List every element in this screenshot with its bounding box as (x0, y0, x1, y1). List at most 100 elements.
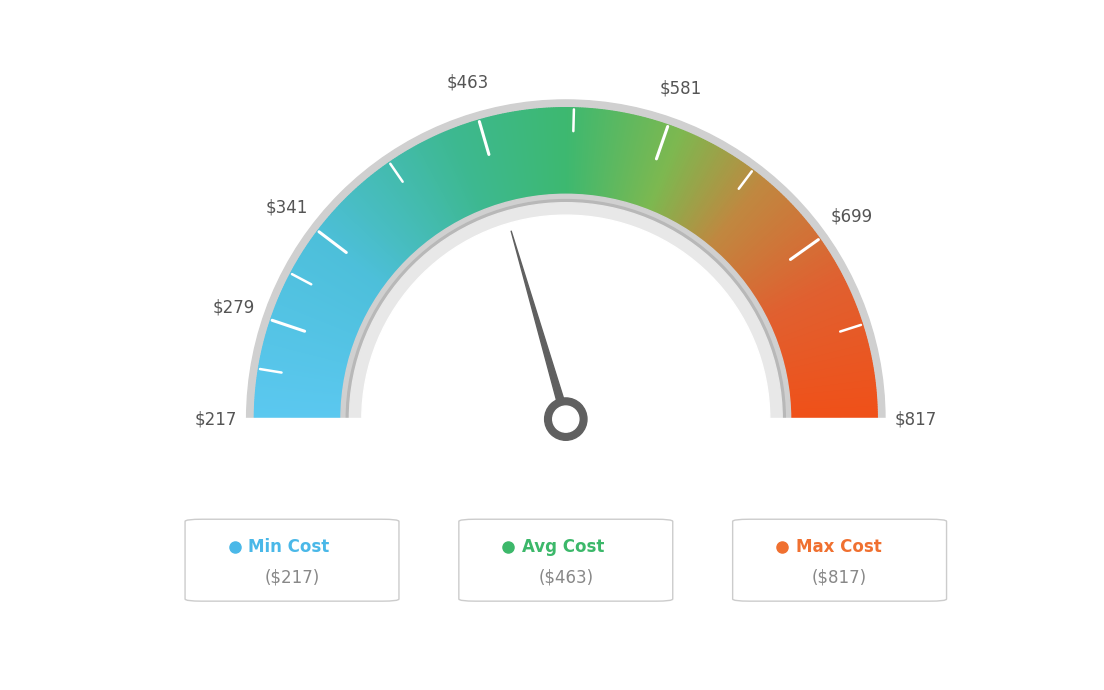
Wedge shape (612, 115, 634, 206)
Wedge shape (756, 267, 839, 314)
Wedge shape (775, 330, 864, 358)
Wedge shape (603, 112, 622, 205)
Wedge shape (321, 224, 395, 284)
Wedge shape (782, 377, 874, 392)
Wedge shape (783, 390, 877, 400)
Wedge shape (422, 141, 467, 226)
Wedge shape (643, 128, 678, 216)
Wedge shape (481, 119, 508, 209)
Wedge shape (256, 382, 349, 395)
Wedge shape (282, 288, 368, 329)
Wedge shape (761, 280, 846, 323)
Wedge shape (777, 346, 869, 370)
Wedge shape (641, 127, 676, 215)
Wedge shape (700, 173, 758, 248)
Wedge shape (590, 110, 603, 203)
Wedge shape (496, 115, 518, 207)
Wedge shape (763, 286, 849, 328)
Wedge shape (762, 284, 848, 326)
Wedge shape (269, 321, 359, 352)
Wedge shape (280, 293, 367, 333)
Wedge shape (379, 168, 436, 245)
Wedge shape (287, 278, 372, 322)
Wedge shape (257, 375, 350, 390)
Wedge shape (275, 307, 362, 342)
Wedge shape (620, 117, 646, 208)
FancyBboxPatch shape (733, 520, 946, 601)
Wedge shape (577, 108, 585, 201)
Wedge shape (703, 177, 764, 251)
Wedge shape (293, 267, 375, 314)
Wedge shape (776, 337, 867, 363)
Wedge shape (654, 135, 694, 220)
Wedge shape (553, 108, 559, 201)
Wedge shape (570, 108, 573, 201)
Wedge shape (273, 311, 361, 345)
Wedge shape (256, 380, 350, 393)
Text: Min Cost: Min Cost (248, 538, 330, 556)
Wedge shape (783, 392, 877, 402)
Wedge shape (449, 130, 486, 217)
Wedge shape (783, 382, 875, 395)
Wedge shape (502, 114, 523, 206)
Wedge shape (520, 111, 535, 204)
Wedge shape (665, 141, 710, 226)
Text: $217: $217 (194, 410, 236, 428)
Wedge shape (783, 385, 875, 397)
FancyBboxPatch shape (185, 520, 399, 601)
Wedge shape (458, 126, 492, 215)
Wedge shape (369, 176, 429, 250)
Wedge shape (259, 363, 351, 382)
Wedge shape (783, 397, 877, 406)
Wedge shape (405, 151, 455, 233)
Wedge shape (314, 234, 391, 291)
Wedge shape (381, 167, 437, 244)
Wedge shape (701, 175, 761, 249)
Wedge shape (602, 112, 619, 204)
Wedge shape (500, 114, 521, 206)
Wedge shape (782, 371, 873, 386)
Wedge shape (308, 242, 386, 297)
Wedge shape (282, 291, 368, 331)
Wedge shape (735, 222, 809, 283)
Wedge shape (340, 202, 410, 268)
Wedge shape (285, 282, 370, 325)
Wedge shape (774, 328, 864, 357)
Wedge shape (268, 325, 358, 355)
Wedge shape (784, 407, 877, 412)
Text: $341: $341 (266, 198, 308, 216)
Wedge shape (358, 186, 422, 257)
Wedge shape (255, 404, 348, 411)
Wedge shape (403, 152, 454, 233)
Wedge shape (711, 187, 775, 258)
Wedge shape (754, 263, 837, 311)
Wedge shape (298, 259, 379, 308)
Wedge shape (585, 109, 595, 202)
Wedge shape (363, 181, 425, 253)
Wedge shape (649, 131, 687, 218)
Wedge shape (749, 250, 829, 302)
Wedge shape (576, 108, 583, 201)
Wedge shape (566, 108, 569, 201)
Wedge shape (255, 395, 349, 404)
Wedge shape (648, 130, 684, 218)
Wedge shape (690, 163, 745, 241)
Wedge shape (672, 148, 720, 230)
Wedge shape (305, 248, 383, 301)
Wedge shape (286, 280, 371, 323)
Wedge shape (289, 273, 373, 319)
Text: $581: $581 (660, 79, 702, 97)
Wedge shape (467, 123, 498, 213)
Wedge shape (258, 371, 350, 386)
Wedge shape (264, 342, 354, 366)
Wedge shape (510, 112, 529, 205)
Wedge shape (715, 192, 781, 262)
Wedge shape (346, 197, 413, 265)
Wedge shape (386, 163, 442, 241)
Wedge shape (527, 110, 540, 203)
Wedge shape (753, 259, 834, 308)
Wedge shape (757, 269, 840, 315)
Wedge shape (454, 128, 489, 216)
Wedge shape (283, 286, 369, 328)
Wedge shape (258, 366, 351, 384)
